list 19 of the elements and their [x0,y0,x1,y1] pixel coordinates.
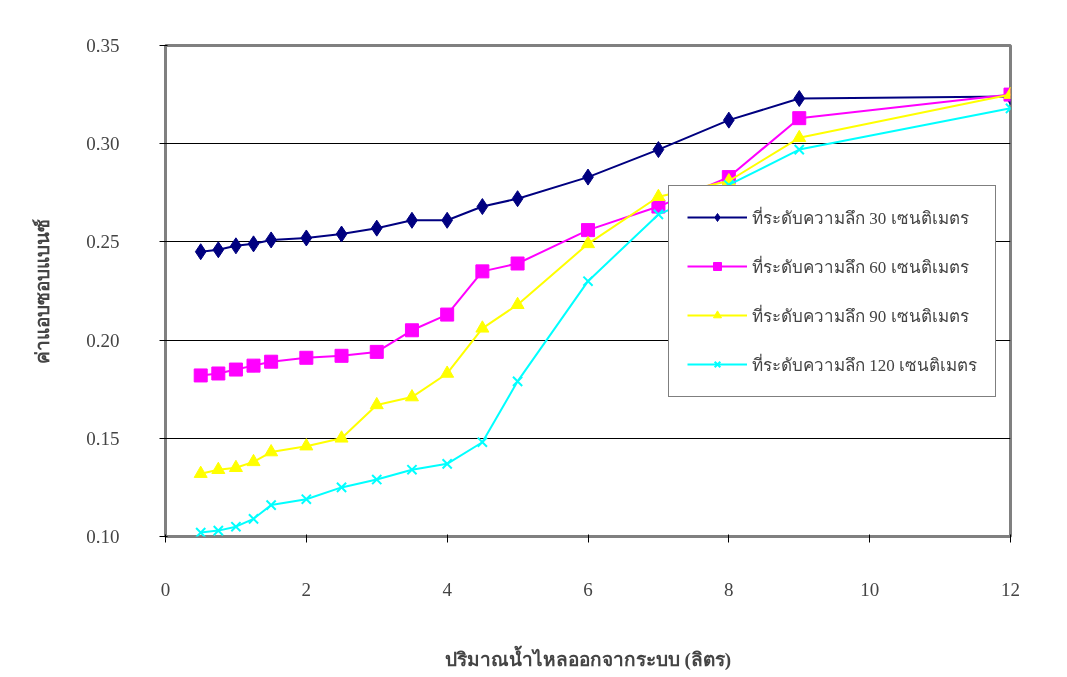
legend-label: ที่ระดับความลึก 30 เซนติเมตร [752,205,969,230]
x-tick-label: 6 [583,578,593,600]
x-tick-label: 2 [301,578,312,600]
y-tick-label: 0.15 [86,427,120,449]
x-tick-label: 10 [860,578,880,600]
legend-label: ที่ระดับความลึก 60 เซนติเมตร [752,254,969,279]
x-tick-label: 0 [160,578,171,600]
y-tick-label: 0.10 [86,526,120,547]
y-tick-label: 0.35 [86,35,120,56]
legend-label: ที่ระดับความลึก 120 เซนติเมตร [752,352,977,377]
x-tick-label: 4 [442,578,453,600]
x-tick-label: 8 [724,578,734,600]
legend-label: ที่ระดับความลึก 90 เซนติเมตร [752,303,969,328]
y-axis-title: ค่าแอบซอบแบนซ์ [32,218,54,364]
y-tick-label: 0.20 [86,329,120,351]
y-tick-label: 0.25 [86,231,120,253]
y-tick-label: 0.30 [86,133,120,155]
x-tick-label: 12 [1001,578,1020,600]
x-axis-title: ปริมาณน้ำไหลออกจากระบบ (ลิตร) [444,644,732,671]
